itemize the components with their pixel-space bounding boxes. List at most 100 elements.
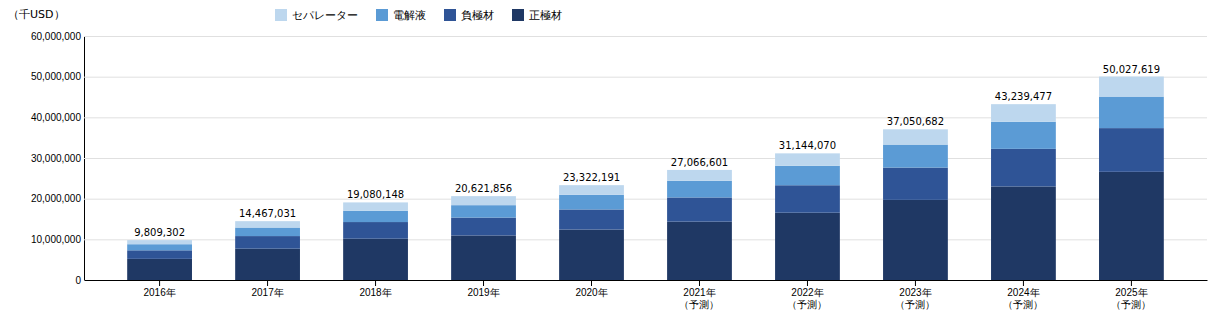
x-tick-label-line: 2018年 xyxy=(359,287,391,298)
total-label: 37,050,682 xyxy=(887,116,944,127)
x-tick-label-line: （予測） xyxy=(1003,299,1043,310)
bar-segment xyxy=(235,228,300,237)
total-label: 14,467,031 xyxy=(239,208,296,219)
total-label: 27,066,601 xyxy=(671,157,728,168)
bar-series xyxy=(127,97,1164,251)
legend-item: 電解液 xyxy=(376,9,426,22)
bar-segment xyxy=(883,168,948,200)
total-label: 31,144,070 xyxy=(779,140,836,151)
legend-swatch xyxy=(444,9,456,21)
bar-segment xyxy=(451,205,516,217)
tick-mark xyxy=(807,280,808,286)
bar-segment xyxy=(667,170,732,181)
bar-segment xyxy=(235,236,300,249)
x-tick-label-line: 2016年 xyxy=(143,287,175,298)
x-tick-label: 2021年（予測） xyxy=(679,287,719,310)
x-tick-label-line: （予測） xyxy=(1111,299,1151,310)
x-tick: 2016年 xyxy=(143,280,175,298)
total-label: 23,322,191 xyxy=(563,172,620,183)
legend-swatch xyxy=(512,9,524,21)
y-axis-title: （千USD） xyxy=(8,8,65,21)
bar-series xyxy=(127,77,1164,245)
legend-item: 負極材 xyxy=(444,9,494,22)
total-label: 20,621,856 xyxy=(455,183,512,194)
total-label: 50,027,619 xyxy=(1103,64,1160,75)
grid-line xyxy=(84,77,1207,78)
total-label: 9,809,302 xyxy=(134,227,185,238)
bar-series xyxy=(127,172,1164,280)
x-tick-label-line: 2022年 xyxy=(791,287,823,298)
x-tick: 2019年 xyxy=(467,280,499,298)
y-tick-label: 0 xyxy=(75,275,81,286)
bar-segment xyxy=(343,211,408,222)
x-tick-label: 2019年 xyxy=(467,287,499,298)
x-tick-label: 2017年 xyxy=(251,287,283,298)
bar-segment xyxy=(1099,172,1164,280)
plot-area: 010,000,00020,000,00030,000,00040,000,00… xyxy=(31,31,1208,310)
bar-segment xyxy=(127,259,192,280)
x-tick: 2025年（予測） xyxy=(1111,280,1151,310)
bar-segment xyxy=(559,209,624,229)
tick-mark xyxy=(915,280,916,286)
bar-segment xyxy=(559,230,624,280)
x-tick-label-line: （予測） xyxy=(787,299,827,310)
legend-item: 正極材 xyxy=(512,9,562,22)
x-tick-label-line: 2017年 xyxy=(251,287,283,298)
bars xyxy=(127,77,1164,280)
bar-segment xyxy=(451,235,516,280)
x-tick-label: 2018年 xyxy=(359,287,391,298)
y-tick: 50,000,000 xyxy=(31,71,1207,82)
grid-line xyxy=(84,36,1207,37)
y-tick-label: 40,000,000 xyxy=(31,112,81,123)
x-tick-label: 2023年（予測） xyxy=(895,287,935,310)
legend-label: 負極材 xyxy=(461,9,494,22)
bar-segment xyxy=(883,129,948,144)
x-tick-label-line: 2024年 xyxy=(1007,287,1039,298)
x-tick-label-line: 2020年 xyxy=(575,287,607,298)
x-tick-label: 2016年 xyxy=(143,287,175,298)
x-tick: 2024年（予測） xyxy=(1003,280,1043,310)
tick-mark xyxy=(1131,280,1132,286)
bar-segment xyxy=(1099,97,1164,129)
grid-line xyxy=(84,280,1207,281)
bar-segment xyxy=(343,222,408,239)
tick-mark xyxy=(375,280,376,286)
legend-label: 電解液 xyxy=(393,9,426,22)
total-label: 19,080,148 xyxy=(347,189,404,200)
bar-segment xyxy=(883,145,948,168)
bar-segment xyxy=(451,196,516,205)
bar-segment xyxy=(991,104,1056,122)
x-axis-line xyxy=(85,280,1208,281)
legend: セパレーター 電解液 負極材 正極材 xyxy=(275,9,562,22)
bar-segment xyxy=(667,197,732,221)
x-axis: 2016年2017年2018年2019年2020年2021年（予測）2022年（… xyxy=(85,280,1208,310)
x-tick-label: 2025年（予測） xyxy=(1111,287,1151,310)
bar-segment xyxy=(127,240,192,244)
y-axis: 010,000,00020,000,00030,000,00040,000,00… xyxy=(31,31,1207,286)
bar-segment xyxy=(235,221,300,227)
x-tick-label-line: 2021年 xyxy=(683,287,715,298)
bar-segment xyxy=(127,244,192,250)
y-tick-label: 50,000,000 xyxy=(31,71,81,82)
bar-segment xyxy=(775,213,840,280)
tick-mark xyxy=(699,280,700,286)
x-tick: 2017年 xyxy=(251,280,283,298)
x-tick-label-line: （予測） xyxy=(895,299,935,310)
x-tick: 2021年（予測） xyxy=(679,280,719,310)
bar-segment xyxy=(451,218,516,236)
legend-item: セパレーター xyxy=(275,9,358,22)
legend-label: 正極材 xyxy=(529,9,562,22)
bar-segment xyxy=(775,153,840,165)
y-tick-label: 10,000,000 xyxy=(31,234,81,245)
bar-segment xyxy=(559,185,624,195)
x-tick-label-line: 2025年 xyxy=(1115,287,1147,298)
x-tick: 2020年 xyxy=(575,280,607,298)
x-tick-label: 2024年（予測） xyxy=(1003,287,1043,310)
bar-segment xyxy=(343,202,408,210)
y-tick-label: 60,000,000 xyxy=(31,31,81,42)
x-tick: 2018年 xyxy=(359,280,391,298)
bar-segment xyxy=(343,239,408,280)
x-tick-label-line: 2023年 xyxy=(899,287,931,298)
bar-segment xyxy=(667,222,732,280)
tick-mark xyxy=(159,280,160,286)
